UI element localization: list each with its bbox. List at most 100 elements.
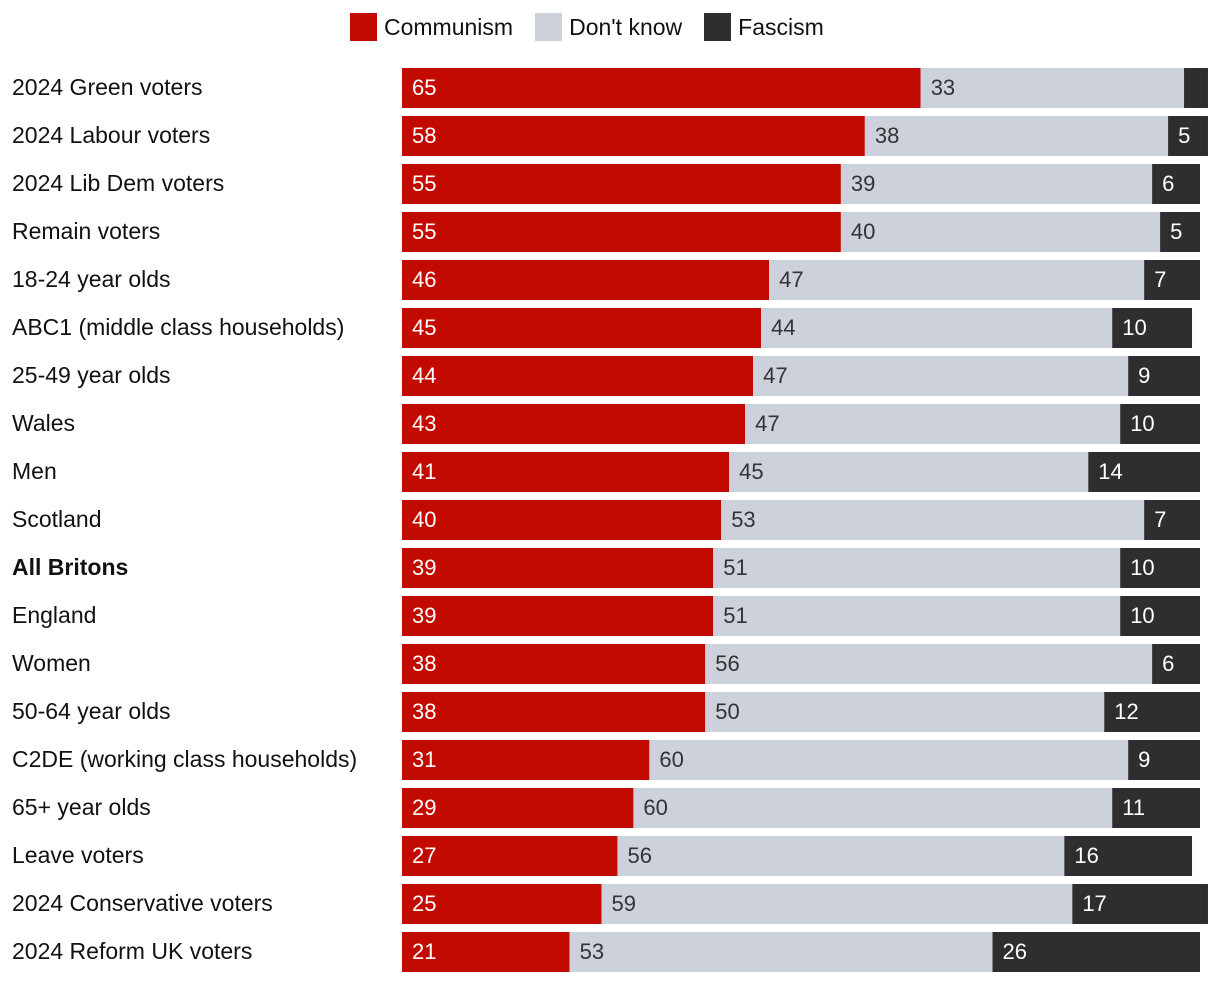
category-label: ABC1 (middle class households)	[12, 314, 344, 340]
legend-label: Communism	[384, 13, 514, 40]
bar-segment-communism	[402, 308, 762, 348]
bar-segment-fascism	[1160, 212, 1200, 252]
bar-row-65-year-olds: 65+ year olds 29 60 11	[12, 788, 1200, 828]
data-label-fascism: 11	[1122, 795, 1145, 820]
bar-segment-don-t-know	[721, 500, 1145, 540]
data-label-don-t-know: 47	[779, 267, 803, 292]
data-label-fascism: 10	[1122, 315, 1146, 340]
bar-segment-communism	[402, 452, 730, 492]
bar-segment-don-t-know	[633, 788, 1113, 828]
legend-item-don-t-know: Don't know	[535, 13, 682, 41]
data-label-don-t-know: 44	[771, 315, 795, 340]
category-label: 2024 Lib Dem voters	[12, 170, 224, 196]
bar-segment-fascism	[1144, 260, 1200, 300]
data-label-communism: 29	[412, 795, 436, 820]
data-label-don-t-know: 56	[715, 651, 739, 676]
bar-segment-fascism	[1128, 356, 1200, 396]
bar-row-england: England 39 51 10	[12, 596, 1200, 636]
bar-segment-fascism	[1120, 548, 1200, 588]
category-label: 50-64 year olds	[12, 698, 171, 724]
data-label-fascism: 5	[1178, 123, 1190, 148]
bar-segment-communism	[402, 788, 634, 828]
data-label-don-t-know: 60	[659, 747, 683, 772]
data-label-communism: 65	[412, 75, 436, 100]
data-label-don-t-know: 59	[612, 891, 636, 916]
bar-segment-communism	[402, 884, 602, 924]
bar-row-scotland: Scotland 40 53 7	[12, 500, 1200, 540]
data-label-fascism: 10	[1130, 411, 1154, 436]
bar-row-remain-voters: Remain voters 55 40 5	[12, 212, 1200, 252]
bar-segment-don-t-know	[920, 68, 1185, 108]
data-label-don-t-know: 53	[580, 939, 604, 964]
category-label: 2024 Green voters	[12, 74, 203, 100]
data-label-don-t-know: 53	[731, 507, 755, 532]
bar-segment-communism	[402, 356, 754, 396]
legend-label: Don't know	[569, 13, 683, 40]
category-label: Scotland	[12, 506, 102, 532]
data-label-communism: 27	[412, 843, 436, 868]
data-label-communism: 38	[412, 651, 436, 676]
data-label-fascism: 7	[1154, 507, 1166, 532]
data-label-fascism: 10	[1130, 603, 1154, 628]
data-label-communism: 39	[412, 555, 436, 580]
bar-row-abc1-middle-class-households: ABC1 (middle class households) 45 44 10	[12, 308, 1193, 348]
data-label-communism: 44	[412, 363, 436, 388]
bar-row-25-49-year-olds: 25-49 year olds 44 47 9	[12, 356, 1200, 396]
category-label: Leave voters	[12, 842, 144, 868]
category-label: 65+ year olds	[12, 794, 151, 820]
bar-segment-fascism	[1064, 836, 1193, 876]
data-label-communism: 21	[412, 939, 436, 964]
bar-segment-communism	[402, 548, 714, 588]
data-label-fascism: 14	[1098, 459, 1122, 484]
category-label: Women	[12, 650, 91, 676]
data-label-communism: 40	[412, 507, 436, 532]
data-label-fascism: 5	[1170, 219, 1182, 244]
bar-segment-communism	[402, 68, 921, 108]
data-label-don-t-know: 51	[723, 603, 747, 628]
bar-segment-don-t-know	[705, 644, 1153, 684]
data-label-don-t-know: 47	[755, 411, 779, 436]
bar-segment-fascism	[1120, 596, 1200, 636]
legend-swatch	[535, 13, 563, 41]
bar-segment-communism	[402, 932, 570, 972]
bar-segment-don-t-know	[713, 548, 1121, 588]
data-label-don-t-know: 39	[851, 171, 875, 196]
category-label: 18-24 year olds	[12, 266, 171, 292]
bar-segment-communism	[402, 692, 706, 732]
bar-segment-fascism	[1168, 116, 1208, 156]
bar-segment-don-t-know	[617, 836, 1065, 876]
data-label-don-t-know: 60	[643, 795, 667, 820]
category-label: 2024 Reform UK voters	[12, 938, 252, 964]
bar-row-2024-lib-dem-voters: 2024 Lib Dem voters 55 39 6	[12, 164, 1200, 204]
data-label-fascism: 6	[1162, 651, 1174, 676]
data-label-communism: 39	[412, 603, 436, 628]
data-label-don-t-know: 45	[739, 459, 763, 484]
data-label-fascism: 7	[1154, 267, 1166, 292]
data-label-communism: 55	[412, 171, 436, 196]
legend: Communism Don't know Fascism	[350, 12, 846, 42]
bar-segment-don-t-know	[864, 116, 1169, 156]
bar-segment-don-t-know	[705, 692, 1105, 732]
bar-row-50-64-year-olds: 50-64 year olds 38 50 12	[12, 692, 1200, 732]
bar-segment-fascism	[1104, 692, 1200, 732]
category-label: All Britons	[12, 554, 128, 580]
data-label-don-t-know: 47	[763, 363, 787, 388]
legend-swatch	[704, 13, 732, 41]
data-label-fascism: 16	[1074, 843, 1098, 868]
bar-segment-communism	[402, 836, 618, 876]
data-label-don-t-know: 51	[723, 555, 747, 580]
data-label-communism: 55	[412, 219, 436, 244]
bar-row-2024-green-voters: 2024 Green voters 65 33	[12, 68, 1208, 108]
category-label: 2024 Conservative voters	[12, 890, 273, 916]
data-label-don-t-know: 56	[627, 843, 651, 868]
bar-segment-don-t-know	[769, 260, 1145, 300]
bar-row-18-24-year-olds: 18-24 year olds 46 47 7	[12, 260, 1200, 300]
bar-segment-communism	[402, 260, 770, 300]
data-label-communism: 41	[412, 459, 436, 484]
bar-segment-don-t-know	[745, 404, 1121, 444]
bar-segment-fascism	[992, 932, 1200, 972]
bar-segment-fascism	[1128, 740, 1200, 780]
bar-segment-communism	[402, 164, 841, 204]
bar-segment-don-t-know	[753, 356, 1129, 396]
